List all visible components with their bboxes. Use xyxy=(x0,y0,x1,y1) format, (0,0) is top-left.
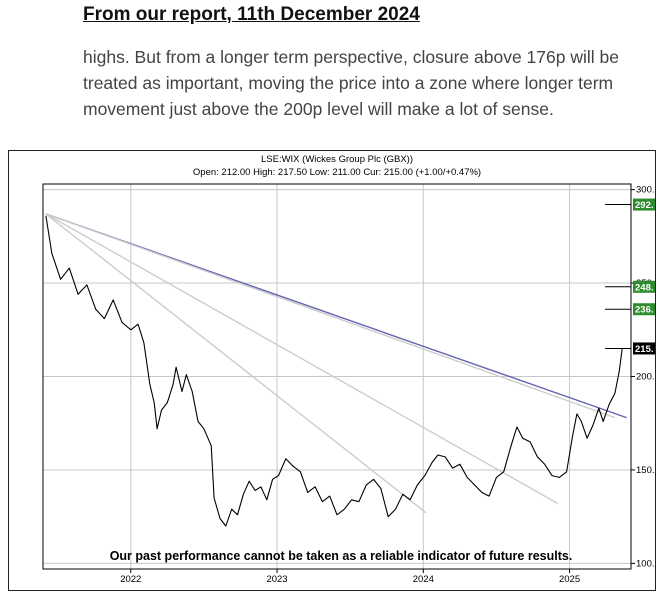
chart-title: LSE:WIX (Wickes Group Plc (GBX)) xyxy=(261,154,413,165)
grey-fan-line xyxy=(45,213,616,419)
disclaimer-text: Our past performance cannot be taken as … xyxy=(110,549,573,563)
price-marker-label: 236. xyxy=(635,305,654,316)
price-marker-badge xyxy=(633,198,655,211)
grey-fan-line xyxy=(45,213,427,514)
report-paragraph: highs. But from a longer term perspectiv… xyxy=(83,47,619,119)
y-tick-label: 150. xyxy=(636,465,655,476)
grid-lines xyxy=(43,184,631,569)
price-series-line xyxy=(45,215,623,527)
y-tick-label: 100. xyxy=(636,558,655,569)
y-tick-label: 200. xyxy=(636,372,655,383)
x-tick-label: 2024 xyxy=(413,574,434,585)
series-layer xyxy=(45,213,627,527)
chart-subtitle: Open: 212.00 High: 217.50 Low: 211.00 Cu… xyxy=(193,167,481,178)
y-tick-label: 300. xyxy=(636,185,655,196)
x-tick-label: 2025 xyxy=(559,574,580,585)
price-marker-badge xyxy=(633,303,655,316)
price-marker-badge xyxy=(633,280,655,293)
x-tick-label: 2022 xyxy=(120,574,141,585)
price-marker-label: 215. xyxy=(635,344,654,355)
price-markers: 292. 248. 236. 215. xyxy=(605,198,655,355)
x-tick-label: 2023 xyxy=(266,574,287,585)
grey-fan-line xyxy=(45,213,559,505)
price-marker-badge xyxy=(633,342,655,355)
price-marker-label: 248. xyxy=(635,282,654,293)
report-heading: From our report, 11th December 2024 xyxy=(83,4,420,25)
price-marker-label: 292. xyxy=(635,200,654,211)
